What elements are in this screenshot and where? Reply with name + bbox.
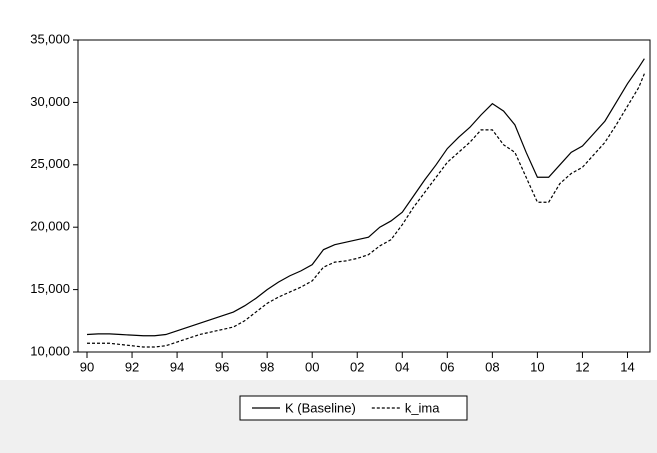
- series-line: [87, 73, 645, 348]
- legend-label: k_ima: [405, 400, 440, 415]
- x-tick-label: 08: [485, 359, 499, 374]
- x-tick-label: 02: [350, 359, 364, 374]
- x-tick-label: 90: [80, 359, 94, 374]
- plot-frame: [77, 39, 651, 353]
- x-tick-label: 04: [395, 359, 409, 374]
- series-line: [86, 58, 645, 337]
- y-tick-label: 30,000: [30, 94, 70, 109]
- y-tick-label: 25,000: [30, 156, 70, 171]
- x-tick-label: 10: [530, 359, 544, 374]
- y-tick-label: 35,000: [30, 31, 70, 46]
- x-tick-label: 12: [575, 359, 589, 374]
- y-tick-label: 20,000: [30, 219, 70, 234]
- x-tick-label: 14: [620, 359, 634, 374]
- x-tick-label: 98: [260, 359, 274, 374]
- legend-label: K (Baseline): [285, 400, 356, 415]
- x-tick-label: 96: [215, 359, 229, 374]
- y-tick-label: 10,000: [30, 343, 70, 358]
- y-tick-label: 15,000: [30, 281, 70, 296]
- x-tick-label: 06: [440, 359, 454, 374]
- x-tick-label: 92: [125, 359, 139, 374]
- x-tick-label: 00: [305, 359, 319, 374]
- x-tick-label: 94: [170, 359, 184, 374]
